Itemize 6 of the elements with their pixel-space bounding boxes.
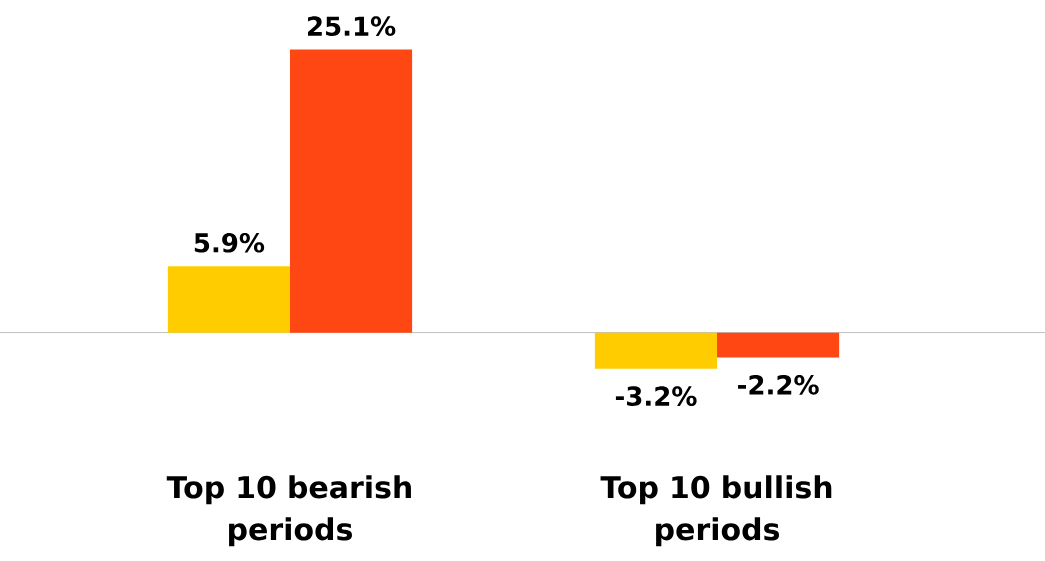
data-label: 5.9% bbox=[194, 232, 265, 253]
data-label: 25.1% bbox=[307, 16, 396, 36]
data-label: -2.2% bbox=[738, 375, 819, 395]
x-tick-label: Top 10 bearish periods bbox=[166, 475, 411, 547]
x-tick-label: Top 10 bullish periods bbox=[600, 475, 832, 547]
data-label: -3.2% bbox=[615, 386, 697, 407]
